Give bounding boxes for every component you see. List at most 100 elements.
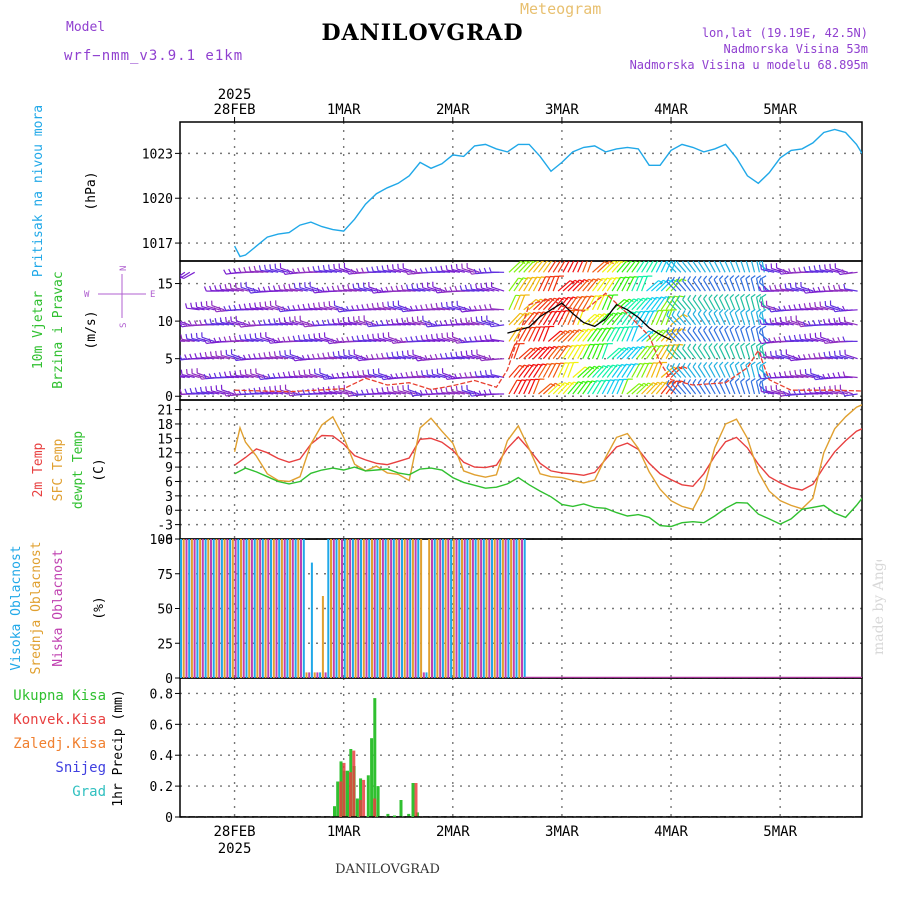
cloud-bar xyxy=(196,539,199,678)
wind-barb-feather xyxy=(208,338,212,344)
wind-barb-feather xyxy=(278,317,281,323)
wind-barb-feather xyxy=(311,288,315,294)
cloud-bar xyxy=(480,539,483,678)
wind-barb xyxy=(820,391,834,395)
cloud-bar xyxy=(384,539,387,678)
wind-barb-feather xyxy=(484,334,487,341)
wind-barb xyxy=(202,272,214,276)
wind-barb-feather xyxy=(281,269,286,275)
wind-barb-feather xyxy=(657,381,663,385)
wind-barb xyxy=(724,278,731,292)
wind-barb-feather xyxy=(454,318,458,324)
wind-barb-feather xyxy=(459,285,463,291)
precip-bar xyxy=(342,762,346,817)
wind-barb-feather xyxy=(703,343,708,348)
wind-barb-feather xyxy=(666,344,670,350)
wind-barb xyxy=(825,268,839,273)
wind-barb-feather xyxy=(807,320,811,326)
cloud-bar xyxy=(392,539,395,678)
wind-barb xyxy=(270,323,284,326)
wind-barb-feather xyxy=(725,257,729,261)
wind-barb xyxy=(314,373,328,379)
wind-barb-feather xyxy=(238,304,242,310)
wind-barb xyxy=(713,261,721,273)
wind-barb xyxy=(587,343,595,359)
wind-barb-feather xyxy=(718,294,724,299)
cloud-bar xyxy=(417,539,420,678)
wind-barb xyxy=(466,289,480,292)
wind-barb-feather xyxy=(793,267,797,273)
wind-barb-feather xyxy=(812,374,816,380)
wind-barb-feather xyxy=(165,306,167,311)
wind-barb xyxy=(655,279,669,292)
wind-barb xyxy=(601,364,613,378)
compass-e: E xyxy=(150,290,155,300)
wind-barb-feather xyxy=(729,361,735,366)
wind-barb-feather xyxy=(769,351,772,357)
wind-barb xyxy=(724,365,731,378)
wind-barb xyxy=(646,280,659,292)
wind-barb xyxy=(785,288,799,292)
wind-barb xyxy=(641,362,650,378)
wind-barb-feather xyxy=(345,391,350,397)
wind-barb-feather xyxy=(824,264,826,270)
wind-barb-feather xyxy=(841,391,846,397)
temperature-series-group xyxy=(233,404,862,528)
wind-barb-feather xyxy=(308,369,311,375)
wind-barb xyxy=(697,261,706,273)
wind-barb xyxy=(537,276,547,292)
wind-barb-feather xyxy=(841,269,846,275)
wind-barb-feather xyxy=(548,346,555,350)
wind-barb-feather xyxy=(376,387,379,393)
wind-barb-feather xyxy=(332,318,335,324)
wind-barb-feather xyxy=(697,294,702,300)
wind-barb-feather xyxy=(267,373,271,379)
wind-barb-feather xyxy=(768,307,772,313)
wind-barb-feather xyxy=(659,258,664,259)
wind-barb xyxy=(552,345,564,360)
wind-barb xyxy=(755,345,760,359)
cloud-bar xyxy=(411,539,414,678)
wind-barb xyxy=(587,278,599,292)
wind-barb-feather xyxy=(724,378,729,383)
wind-barb xyxy=(761,390,775,395)
wind-barb-feather xyxy=(440,387,443,393)
wind-barb xyxy=(572,296,583,311)
wind-barb xyxy=(660,279,673,292)
wind-barb xyxy=(552,275,560,292)
wind-barb xyxy=(537,363,548,378)
wind-barb-feather xyxy=(583,328,589,332)
wind-barb-feather xyxy=(445,387,448,393)
wind-barb xyxy=(745,346,751,359)
cloud-bar xyxy=(491,539,493,678)
wind-barb xyxy=(383,391,397,395)
wind-barb-feather xyxy=(338,385,340,391)
wind-barb-feather xyxy=(420,370,424,376)
wind-barb-feather xyxy=(380,320,384,326)
cloud-bar xyxy=(523,539,526,678)
wind-barb-feather xyxy=(199,319,202,325)
wind-barb xyxy=(528,261,540,273)
wind-barb-feather xyxy=(682,313,688,318)
wind-barb-feather xyxy=(692,309,697,315)
wind-barb-feather xyxy=(298,282,301,288)
wind-barb-feather xyxy=(588,278,594,282)
cloud-bar xyxy=(338,539,341,678)
wind-barb-feather xyxy=(351,336,355,342)
wind-barb-feather xyxy=(257,374,262,380)
wind-barb-feather xyxy=(366,388,369,395)
wind-barb xyxy=(750,278,756,292)
wind-barb xyxy=(771,322,785,326)
wind-barb xyxy=(451,390,465,395)
wind-barb xyxy=(180,339,190,342)
wind-barb-feather xyxy=(692,343,697,349)
y-tick-label: 6 xyxy=(165,475,173,490)
wind-barb-feather xyxy=(292,268,296,274)
wind-barb xyxy=(626,363,636,378)
wind-barb-feather xyxy=(534,261,540,263)
cloud-bar xyxy=(477,539,480,678)
wind-barb xyxy=(304,286,318,292)
wind-barb xyxy=(245,373,259,379)
wind-barb xyxy=(766,305,780,311)
wind-barb xyxy=(481,375,495,379)
